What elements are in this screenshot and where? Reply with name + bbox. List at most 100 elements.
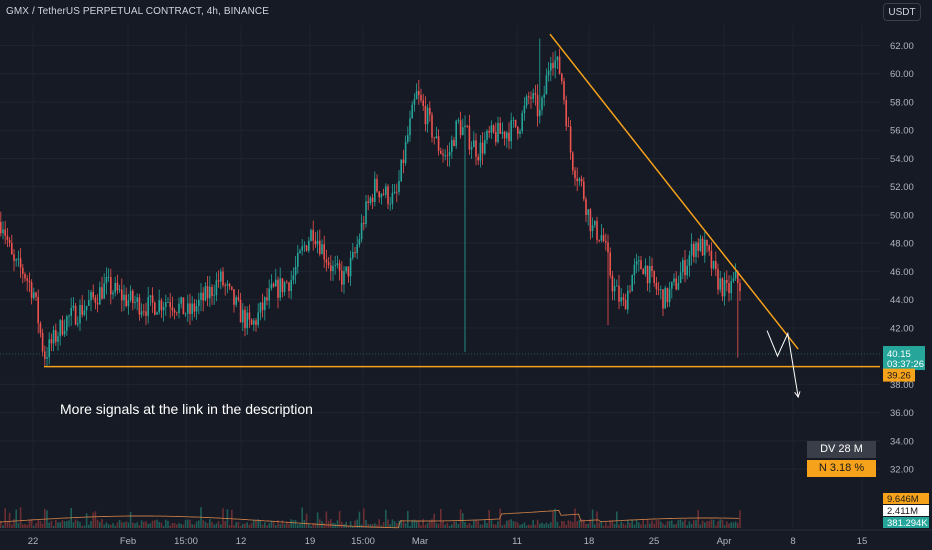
candle [470,141,473,159]
price-tick-label: 44.00 [890,295,914,306]
candle [484,131,486,156]
candle [618,274,620,310]
candle [382,188,385,196]
candle [391,183,394,210]
candle [466,124,468,128]
time-tick-label: 25 [649,536,660,547]
candle [193,299,196,318]
candle [268,279,270,309]
candle [682,257,684,280]
candle [475,133,477,166]
candle [224,282,226,296]
candle [288,281,290,299]
candle [371,193,374,210]
candle [530,91,532,109]
candle [730,275,732,301]
candle [684,249,686,283]
candle [543,85,545,107]
candle [508,122,510,150]
candle [572,151,574,175]
candle [420,88,422,103]
candle [506,131,508,148]
candle [699,234,702,253]
candle [220,268,222,290]
candle [22,263,24,284]
candle [675,271,677,291]
candle [660,285,662,300]
candle [585,196,587,222]
candle [380,192,383,205]
time-tick-label: Feb [120,536,136,547]
candle [35,291,37,302]
candle [418,79,420,105]
candle [74,302,77,326]
candle [162,301,165,322]
candle [534,84,537,106]
candles [0,38,741,367]
candle [283,280,286,296]
candle [279,267,281,301]
candle [228,282,231,290]
candle [209,276,211,308]
candle [182,297,185,315]
price-tick-label: 34.00 [890,436,914,447]
candle [299,248,301,254]
candle [514,119,517,129]
candle [277,276,279,309]
candle [611,270,614,301]
currency-button[interactable]: USDT [883,3,921,21]
candle [290,270,292,300]
candle [30,279,33,305]
candle [129,285,132,303]
candle [591,217,594,238]
candle [6,228,9,248]
candle [583,177,585,202]
candle [149,295,152,306]
candle [103,273,105,300]
candle [415,83,418,100]
candle [191,296,193,321]
candle [440,147,442,155]
candle [622,293,625,306]
candle [158,289,160,315]
candle [638,255,640,272]
candle [490,120,493,139]
candle [433,136,435,145]
candle [321,239,323,255]
candle [627,285,629,314]
time-tick-label: 12 [236,536,247,547]
candle [488,126,490,138]
candle [462,118,464,136]
candle [94,294,97,310]
candle [255,317,257,332]
candle [708,244,710,256]
candle [446,145,449,167]
candle [33,287,35,301]
candle [79,299,81,332]
candle [396,183,398,203]
candle [442,148,444,163]
candle [532,88,534,103]
candle [620,287,622,307]
candle [332,260,334,281]
candle [640,256,642,270]
candle [92,284,94,301]
candle [314,232,317,248]
candle [726,270,728,292]
candle [477,153,479,165]
candle [376,174,378,193]
candle [481,132,484,165]
candle [24,272,26,282]
candle [728,275,730,302]
candle [85,305,88,321]
candle [576,167,578,192]
candle [17,250,20,267]
candle [598,239,600,243]
candle [354,247,356,258]
candle [717,263,719,295]
candle [411,101,413,119]
candle [365,195,367,228]
candle [68,314,70,327]
